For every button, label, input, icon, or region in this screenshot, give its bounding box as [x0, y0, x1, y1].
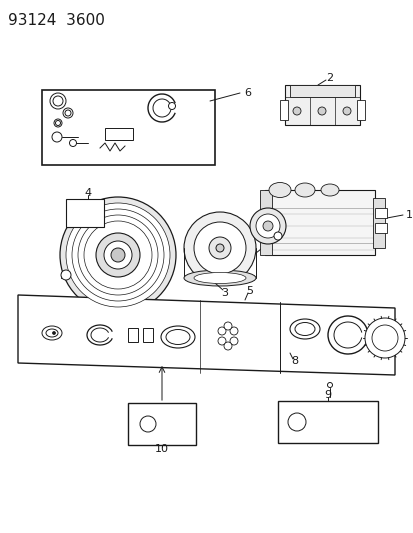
Circle shape	[317, 107, 325, 115]
Bar	[356, 100, 364, 120]
Circle shape	[63, 108, 73, 118]
Circle shape	[54, 119, 62, 127]
Text: 8: 8	[291, 356, 298, 366]
Ellipse shape	[183, 212, 255, 284]
Circle shape	[230, 327, 237, 335]
Circle shape	[104, 241, 132, 269]
Text: 93124  3600: 93124 3600	[8, 13, 104, 28]
Circle shape	[364, 318, 404, 358]
Ellipse shape	[268, 182, 290, 198]
Circle shape	[72, 209, 164, 301]
Circle shape	[53, 96, 63, 106]
Ellipse shape	[42, 326, 62, 340]
Circle shape	[61, 270, 71, 280]
Ellipse shape	[194, 272, 245, 284]
Text: 9: 9	[324, 390, 331, 400]
Circle shape	[52, 332, 55, 335]
Ellipse shape	[194, 222, 245, 274]
Bar	[128, 328, 138, 342]
Ellipse shape	[46, 329, 58, 337]
Bar	[264, 190, 374, 255]
Polygon shape	[18, 295, 394, 375]
Circle shape	[262, 221, 272, 231]
Circle shape	[84, 221, 152, 289]
Bar	[372, 198, 384, 248]
Circle shape	[168, 102, 175, 109]
Circle shape	[78, 215, 158, 295]
Circle shape	[218, 327, 225, 335]
Circle shape	[66, 203, 170, 307]
Text: 4: 4	[84, 188, 91, 198]
Ellipse shape	[294, 322, 314, 335]
Bar	[66, 199, 104, 227]
Bar	[279, 100, 287, 120]
Text: 2: 2	[325, 73, 333, 83]
Bar	[259, 190, 271, 255]
Circle shape	[218, 337, 225, 345]
Ellipse shape	[289, 319, 319, 339]
Circle shape	[96, 233, 140, 277]
Circle shape	[65, 110, 71, 116]
Bar	[289, 85, 354, 97]
Circle shape	[50, 93, 66, 109]
Circle shape	[371, 325, 397, 351]
Ellipse shape	[320, 184, 338, 196]
Circle shape	[223, 342, 231, 350]
Circle shape	[249, 208, 285, 244]
Circle shape	[327, 383, 332, 387]
Ellipse shape	[209, 237, 230, 259]
Circle shape	[60, 197, 176, 313]
Bar	[142, 328, 153, 342]
Ellipse shape	[161, 326, 195, 348]
Circle shape	[255, 214, 279, 238]
Text: 1: 1	[405, 210, 412, 220]
Text: 10: 10	[154, 444, 169, 454]
Ellipse shape	[294, 183, 314, 197]
Text: 3: 3	[221, 288, 228, 298]
Bar	[374, 208, 386, 218]
Circle shape	[223, 322, 231, 330]
Bar	[277, 401, 377, 443]
Ellipse shape	[216, 244, 223, 252]
Circle shape	[69, 140, 76, 147]
Ellipse shape	[183, 270, 255, 286]
Circle shape	[111, 248, 125, 262]
Text: 6: 6	[243, 88, 250, 98]
Ellipse shape	[166, 329, 190, 344]
Text: 5: 5	[246, 286, 253, 296]
Bar	[284, 85, 359, 125]
Bar	[128, 403, 195, 445]
Circle shape	[140, 416, 156, 432]
Circle shape	[342, 107, 350, 115]
Circle shape	[55, 120, 60, 125]
Bar	[105, 128, 133, 140]
Circle shape	[52, 132, 62, 142]
Bar	[374, 223, 386, 233]
Circle shape	[273, 232, 281, 240]
Circle shape	[287, 413, 305, 431]
Circle shape	[230, 337, 237, 345]
Bar	[42, 90, 214, 165]
Circle shape	[292, 107, 300, 115]
